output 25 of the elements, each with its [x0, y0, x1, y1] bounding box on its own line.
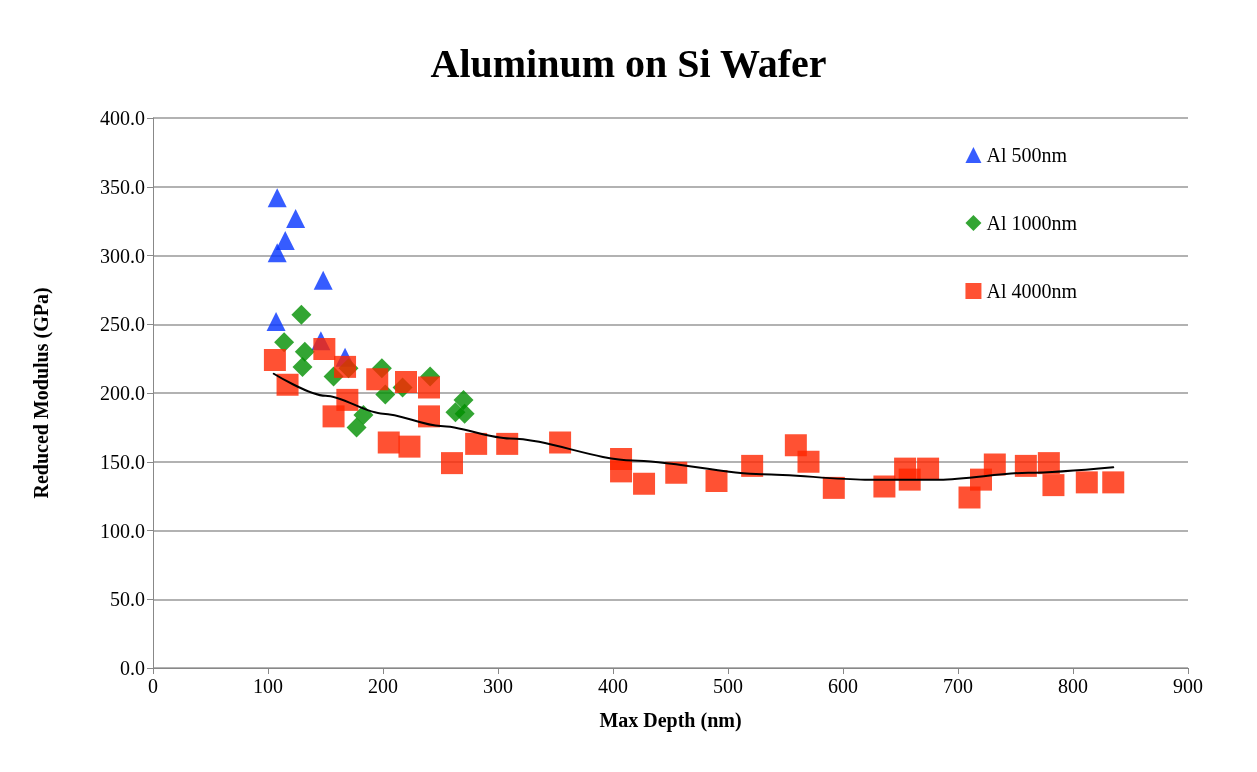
- x-tick-label: 100: [253, 675, 283, 697]
- x-tick-label: 300: [483, 675, 513, 697]
- y-axis-title: Reduced Modulus (GPa): [30, 287, 53, 499]
- chart-title: Aluminum on Si Wafer: [430, 40, 827, 86]
- x-tick-label: 200: [368, 675, 398, 697]
- x-tick-label: 800: [1058, 675, 1088, 697]
- y-tick-label: 100.0: [100, 519, 145, 542]
- y-tick-label: 300.0: [100, 244, 145, 267]
- y-tick-label: 200.0: [100, 382, 145, 404]
- x-tick-label: 500: [713, 675, 743, 697]
- x-tick-label: 400: [598, 675, 628, 697]
- y-tick-label: 400.0: [100, 107, 145, 129]
- x-axis-title: Max Depth (nm): [599, 709, 742, 732]
- y-tick-label: 150.0: [100, 450, 145, 473]
- x-tick-label: 0: [148, 675, 158, 697]
- y-tick-label: 250.0: [100, 313, 145, 336]
- y-tick-label: 0.0: [120, 657, 145, 679]
- y-tick-label: 350.0: [100, 175, 145, 198]
- legend-label: Al 1000nm: [986, 212, 1078, 234]
- legend-label: Al 4000nm: [986, 280, 1078, 302]
- y-tick-label: 50.0: [110, 588, 145, 611]
- x-tick-label: 900: [1173, 675, 1203, 697]
- x-tick-label: 700: [943, 675, 973, 697]
- legend-label: Al 500nm: [986, 144, 1068, 166]
- x-tick-label: 600: [828, 675, 858, 697]
